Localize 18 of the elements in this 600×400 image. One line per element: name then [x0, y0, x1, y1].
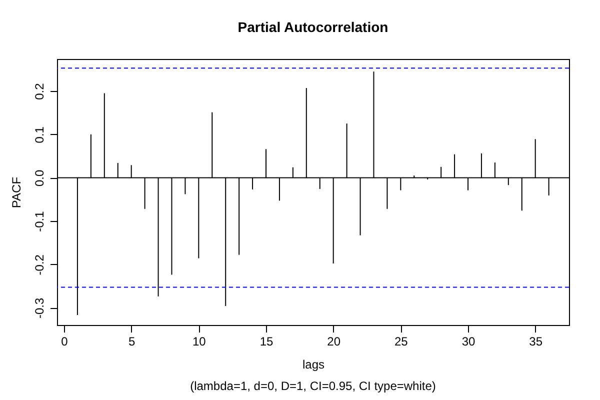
y-tick-label: 0.1: [32, 126, 46, 144]
x-tick-label: 35: [529, 334, 543, 348]
y-tick-label: -0.3: [32, 298, 46, 319]
x-tick-label: 30: [462, 334, 476, 348]
y-tick-label: -0.2: [32, 254, 46, 276]
x-axis-title: lags: [302, 358, 325, 372]
x-tick-label: 20: [327, 334, 341, 348]
y-tick-label: -0.1: [32, 210, 46, 232]
y-tick-label: 0.2: [32, 82, 46, 100]
y-tick-label: 0.0: [32, 170, 46, 187]
chart-title: Partial Autocorrelation: [238, 19, 388, 35]
x-tick-label: 15: [260, 334, 274, 348]
x-tick-label: 25: [394, 334, 408, 348]
x-tick-label: 5: [128, 334, 136, 348]
text: (lambda=1, d=0, D=1, CI=0.95, CI type=white): [190, 379, 436, 393]
x-tick-label: 0: [61, 334, 68, 348]
y-axis-title: PACF: [10, 176, 24, 208]
x-tick-label: 10: [192, 334, 206, 348]
